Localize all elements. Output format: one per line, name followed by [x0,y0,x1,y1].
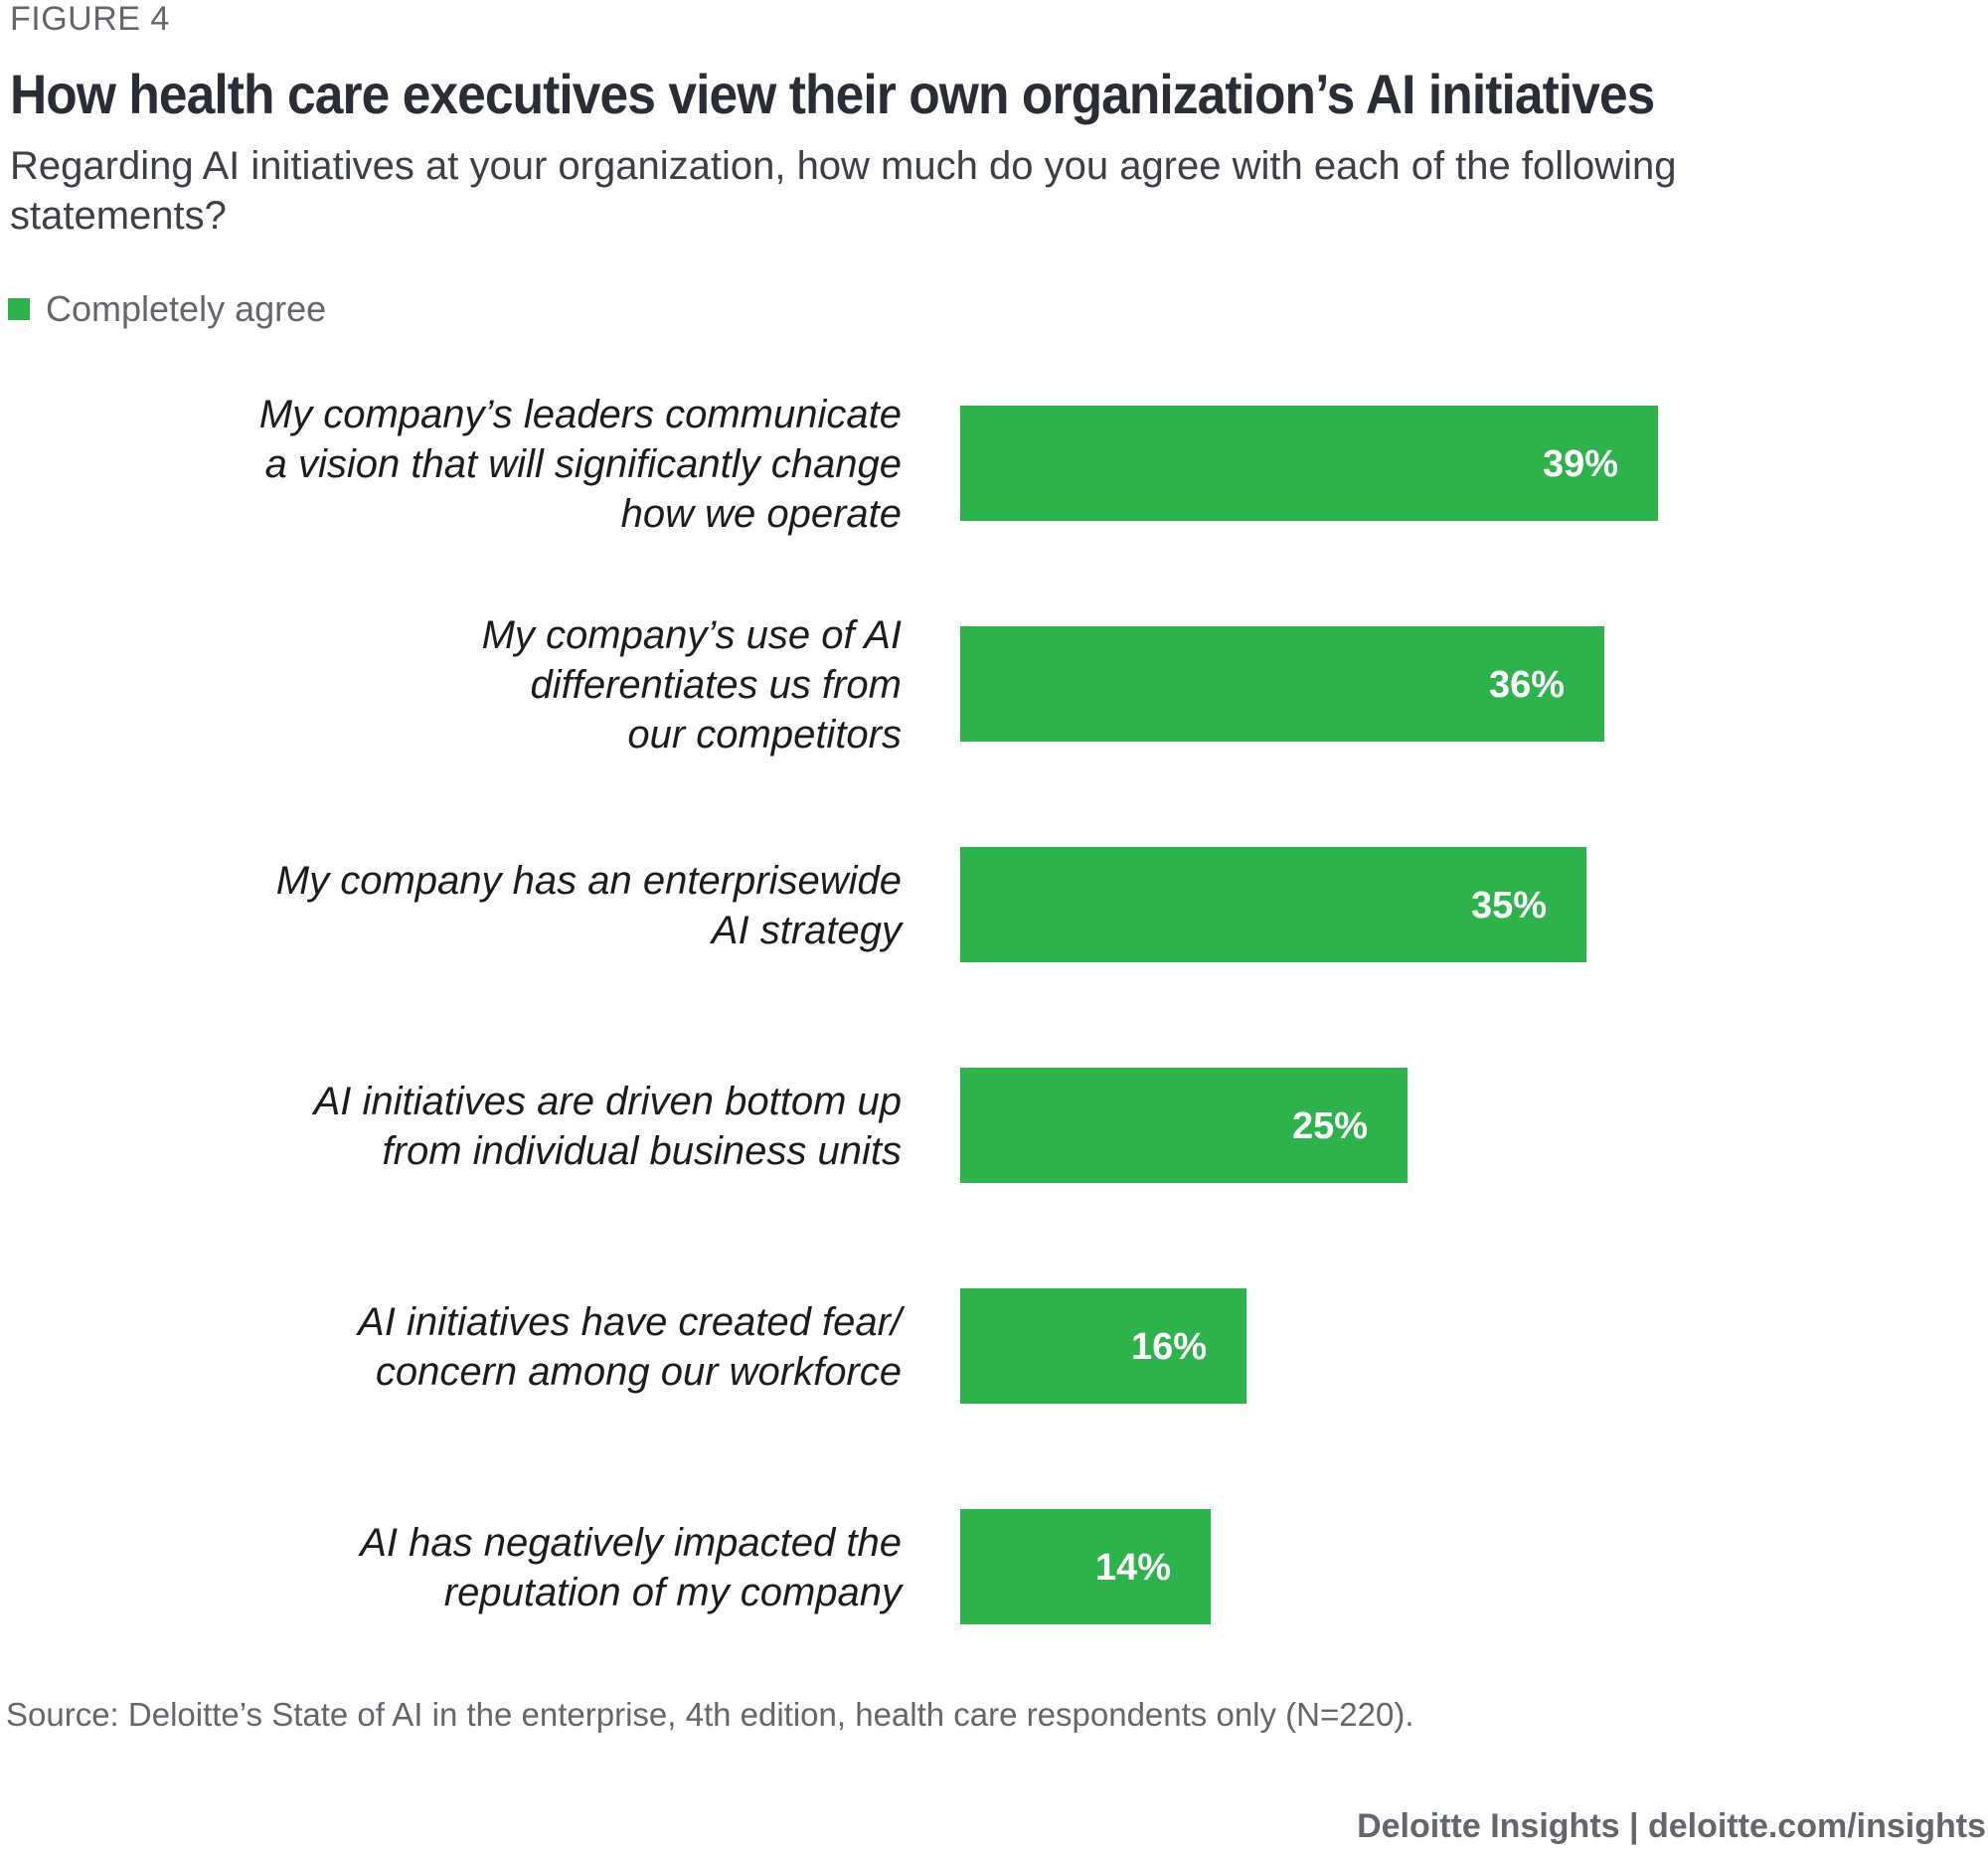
legend: Completely agree [8,288,326,330]
category-label-line: My company has an enterprisewide [276,859,902,903]
category-label-line: My company’s leaders communicate [259,393,902,436]
category-label: AI initiatives are driven bottom up from … [312,1080,902,1173]
figure-label: FIGURE 4 [10,0,170,38]
category-label: My company’s use of AI differentiates us … [482,613,902,757]
footer-credit: Deloitte Insights | deloitte.com/insight… [1357,1807,1986,1845]
category-label-line: differentiates us from [531,663,903,707]
bar [960,847,1586,962]
category-label-line: a vision that will significantly change [265,442,902,486]
bar [960,1068,1408,1183]
bar [960,626,1604,742]
legend-swatch [8,298,30,320]
bar [960,1509,1211,1624]
chart-title: How health care executives view their ow… [10,63,1655,125]
bar [960,1288,1246,1404]
category-label-line: My company’s use of AI [482,613,902,657]
bar-value-label: 35% [1471,885,1547,927]
category-label-line: AI has negatively impacted the [358,1521,902,1565]
chart-subtitle: Regarding AI initiatives at your organiz… [10,144,1677,238]
category-label-line: AI initiatives are driven bottom up [312,1080,902,1123]
category-label-line: AI initiatives have created fear/ [356,1300,906,1344]
category-label-line: AI strategy [710,909,905,952]
bar-value-label: 14% [1095,1547,1171,1589]
bar-value-label: 25% [1292,1105,1368,1147]
category-label: AI has negatively impacted the reputation… [358,1521,905,1614]
bar-value-label: 36% [1489,664,1565,706]
legend-label: Completely agree [46,288,327,329]
category-label: AI initiatives have created fear/concern… [356,1300,906,1394]
category-label-line: our competitors [627,713,902,757]
category-label-line: reputation of my company [444,1571,905,1614]
category-label-line: from individual business units [383,1129,902,1173]
category-label: My company has an enterprisewide AI strat… [276,859,905,952]
bar-value-label: 16% [1131,1326,1207,1368]
category-label: My company’s leaders communicate a vision… [259,393,902,536]
category-label-line: how we operate [621,492,902,536]
bar-value-label: 39% [1543,443,1618,485]
bar [960,406,1658,521]
category-label-line: concern among our workforce [376,1350,902,1394]
source-note: Source: Deloitte’s State of AI in the en… [6,1696,1414,1733]
